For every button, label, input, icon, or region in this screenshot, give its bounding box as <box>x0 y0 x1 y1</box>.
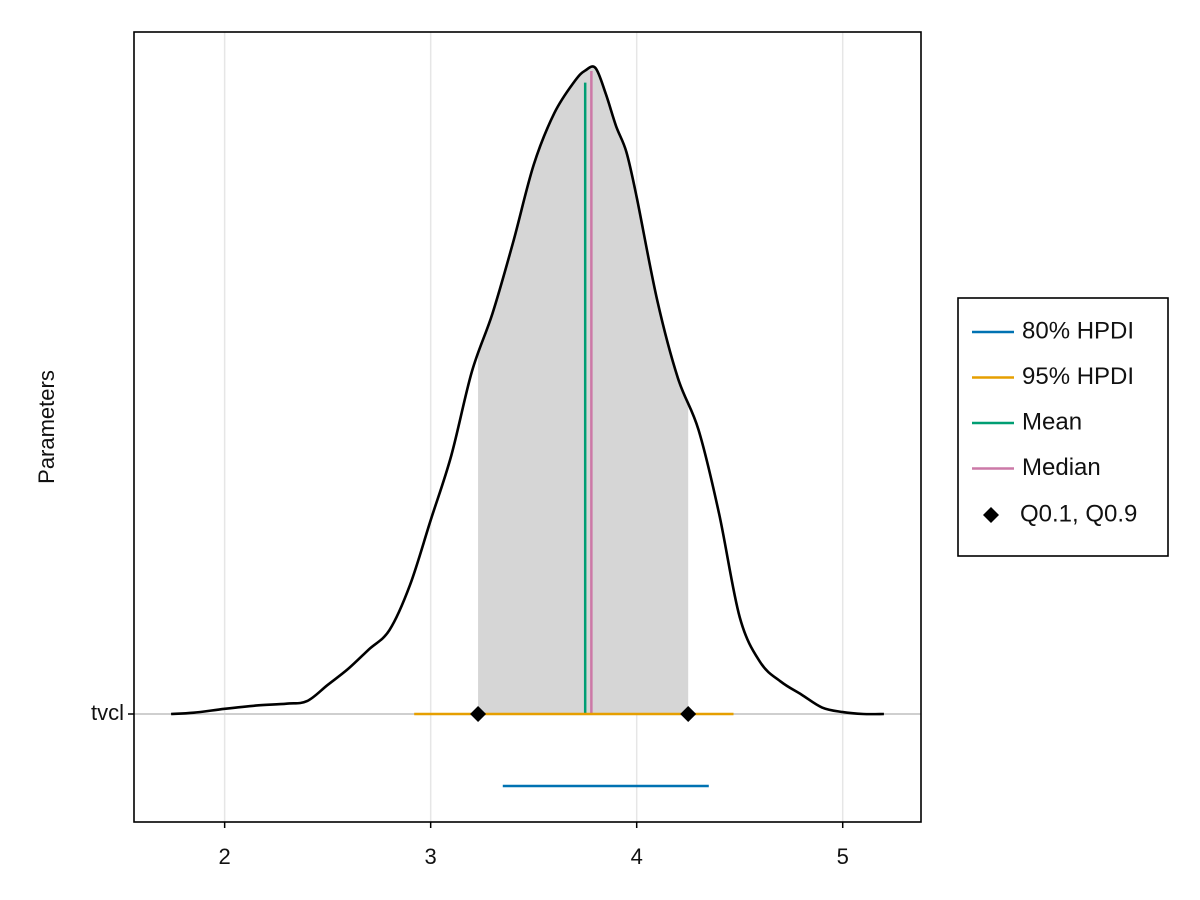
legend-label: Q0.1, Q0.9 <box>1020 500 1137 527</box>
legend-label: Mean <box>1022 408 1082 435</box>
x-tick-label: 3 <box>425 844 437 869</box>
density-curve-group <box>171 65 884 716</box>
x-tick-label: 4 <box>631 844 643 869</box>
quantile-markers <box>470 706 697 722</box>
quantile-marker <box>470 706 487 722</box>
legend-label: Median <box>1022 454 1101 481</box>
legend-swatch-diamond <box>983 507 999 523</box>
density-curve <box>171 65 884 716</box>
statistic-lines <box>583 71 593 714</box>
x-tick-label: 2 <box>219 844 231 869</box>
legend: 80% HPDI 95% HPDI Mean Median Q0.1, Q0.9 <box>957 297 1169 557</box>
x-axis-ticks: 2 3 4 5 <box>219 822 849 869</box>
quantile-marker <box>680 706 697 722</box>
shaded-region <box>478 66 689 714</box>
y-tick-label: tvcl <box>91 700 124 725</box>
x-tick-label: 5 <box>837 844 849 869</box>
hpdi-intervals <box>414 712 734 788</box>
y-axis-ticks: tvcl <box>91 700 134 725</box>
legend-label: 80% HPDI <box>1022 317 1134 344</box>
y-axis-label: Parameters <box>34 370 59 484</box>
plot-frame <box>133 31 922 823</box>
legend-label: 95% HPDI <box>1022 363 1134 390</box>
shaded-area <box>478 66 689 714</box>
